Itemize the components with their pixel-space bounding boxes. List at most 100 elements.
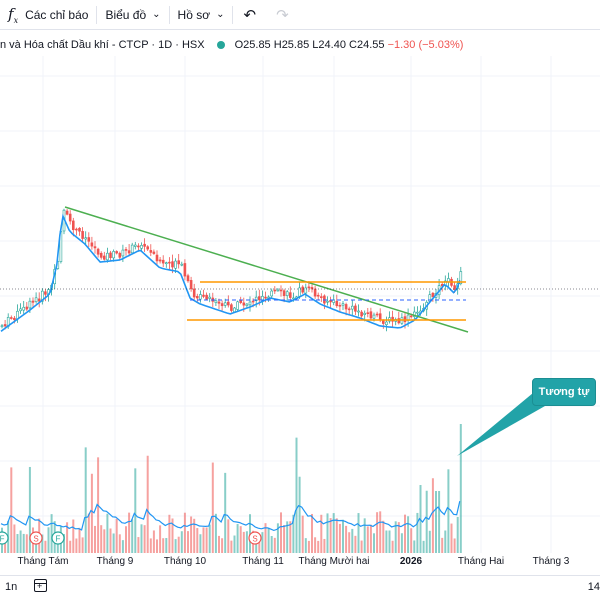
- volume-bar: [143, 525, 146, 553]
- volume-bar: [360, 540, 363, 553]
- candle-body: [363, 312, 367, 315]
- candle-body: [109, 252, 112, 258]
- candle-body: [44, 291, 47, 295]
- volume-bar: [273, 537, 276, 553]
- volume-bar: [28, 466, 31, 553]
- time-tick: Tháng 3: [532, 556, 570, 567]
- time-tick: Tháng Mười hai: [298, 556, 370, 567]
- callout-pointer: [457, 393, 545, 456]
- volume-bar: [444, 530, 447, 553]
- profile-menu-button[interactable]: Hồ sơ ⌄: [170, 0, 233, 30]
- volume-bar: [267, 527, 270, 553]
- toolbar-divider: [96, 5, 98, 24]
- volume-bar: [41, 534, 44, 553]
- volume-bar: [94, 525, 96, 553]
- volume-bar: [394, 521, 397, 553]
- candle-body: [186, 275, 190, 282]
- candle-body: [37, 298, 41, 302]
- candle-body: [403, 316, 407, 323]
- volume-bar: [382, 520, 385, 553]
- event-marker-letter: F: [56, 535, 61, 544]
- volume-bar: [410, 528, 413, 553]
- top-toolbar: fx Các chỉ báo Biểu đồ ⌄ Hồ sơ ⌄ ↶ ↷: [0, 0, 600, 30]
- candle-body: [149, 250, 153, 253]
- chart-menu-button[interactable]: Biểu đồ ⌄: [97, 0, 168, 30]
- symbol-title[interactable]: n và Hóa chất Dầu khí - CTCP · 1D · HSX: [0, 39, 205, 51]
- candle-body: [161, 259, 165, 264]
- candle-body: [22, 306, 26, 311]
- candle-body: [214, 300, 218, 303]
- volume-bar: [221, 538, 224, 553]
- descending-trendline[interactable]: [64, 206, 469, 333]
- candle-body: [25, 306, 29, 310]
- candle-body: [75, 228, 78, 231]
- candle-body: [146, 246, 149, 250]
- candle-body: [93, 246, 97, 249]
- candle-body: [10, 317, 13, 319]
- candle-body: [155, 254, 159, 262]
- volume-bar: [165, 538, 168, 553]
- volume-bar: [162, 538, 165, 553]
- volume-bar: [447, 469, 450, 553]
- volume-bar: [450, 523, 453, 553]
- candle-body: [196, 295, 199, 299]
- volume-bar: [159, 525, 162, 553]
- volume-bar: [304, 538, 307, 553]
- market-status-icon: [216, 41, 225, 49]
- indicators-button[interactable]: fx Các chỉ báo: [0, 0, 96, 30]
- redo-icon[interactable]: ↷: [276, 6, 289, 24]
- candle-body: [121, 249, 125, 257]
- volume-bar: [177, 536, 180, 553]
- candle-body: [251, 300, 255, 303]
- volume-bar: [128, 512, 131, 553]
- undo-icon[interactable]: ↶: [243, 6, 257, 24]
- candle-body: [223, 302, 227, 306]
- candle-body: [385, 321, 388, 326]
- calendar-icon[interactable]: [34, 579, 47, 592]
- candle-body: [316, 294, 320, 297]
- chart-menu-label: Biểu đồ: [105, 7, 147, 22]
- volume-bar: [435, 491, 437, 553]
- volume-bar: [441, 537, 444, 553]
- candle-body: [245, 303, 249, 306]
- volume-bar: [289, 521, 292, 553]
- volume-bar: [202, 527, 205, 553]
- volume-bar: [413, 540, 416, 553]
- volume-bar: [121, 540, 124, 553]
- open-value: O25.85: [234, 39, 271, 51]
- candle-body: [372, 314, 376, 319]
- event-marker-circle: [29, 531, 43, 545]
- candle-body: [177, 260, 180, 265]
- candle-body: [202, 294, 205, 297]
- volume-bar: [84, 447, 87, 553]
- candle-body: [199, 294, 202, 300]
- volume-bar: [249, 514, 251, 553]
- candle-body: [292, 297, 295, 300]
- candle-body: [205, 294, 208, 300]
- volume-bar: [72, 519, 75, 553]
- volume-bar: [50, 514, 53, 553]
- volume-bar: [335, 518, 338, 553]
- volume-bar: [56, 538, 59, 553]
- volume-bar: [261, 532, 264, 553]
- annotation-callout[interactable]: Tương tự: [532, 378, 596, 406]
- volume-bar: [323, 538, 326, 553]
- volume-bar: [369, 524, 372, 553]
- candle-body: [208, 296, 211, 299]
- volume-bar: [87, 513, 90, 553]
- range-button[interactable]: 1n: [5, 581, 18, 593]
- volume-bar: [264, 523, 267, 553]
- volume-bar: [270, 536, 273, 553]
- volume-bar: [103, 529, 106, 553]
- volume-bar: [280, 512, 282, 553]
- symbol-legend: n và Hóa chất Dầu khí - CTCP · 1D · HSX …: [0, 36, 463, 54]
- time-tick: Tháng 9: [96, 556, 134, 567]
- candle-body: [335, 300, 339, 307]
- candle-body: [261, 296, 264, 301]
- profile-menu-label: Hồ sơ: [177, 7, 211, 22]
- candle-body: [13, 317, 16, 321]
- candle-body: [304, 287, 308, 294]
- volume-bar: [255, 540, 258, 553]
- volume-bar: [81, 537, 84, 553]
